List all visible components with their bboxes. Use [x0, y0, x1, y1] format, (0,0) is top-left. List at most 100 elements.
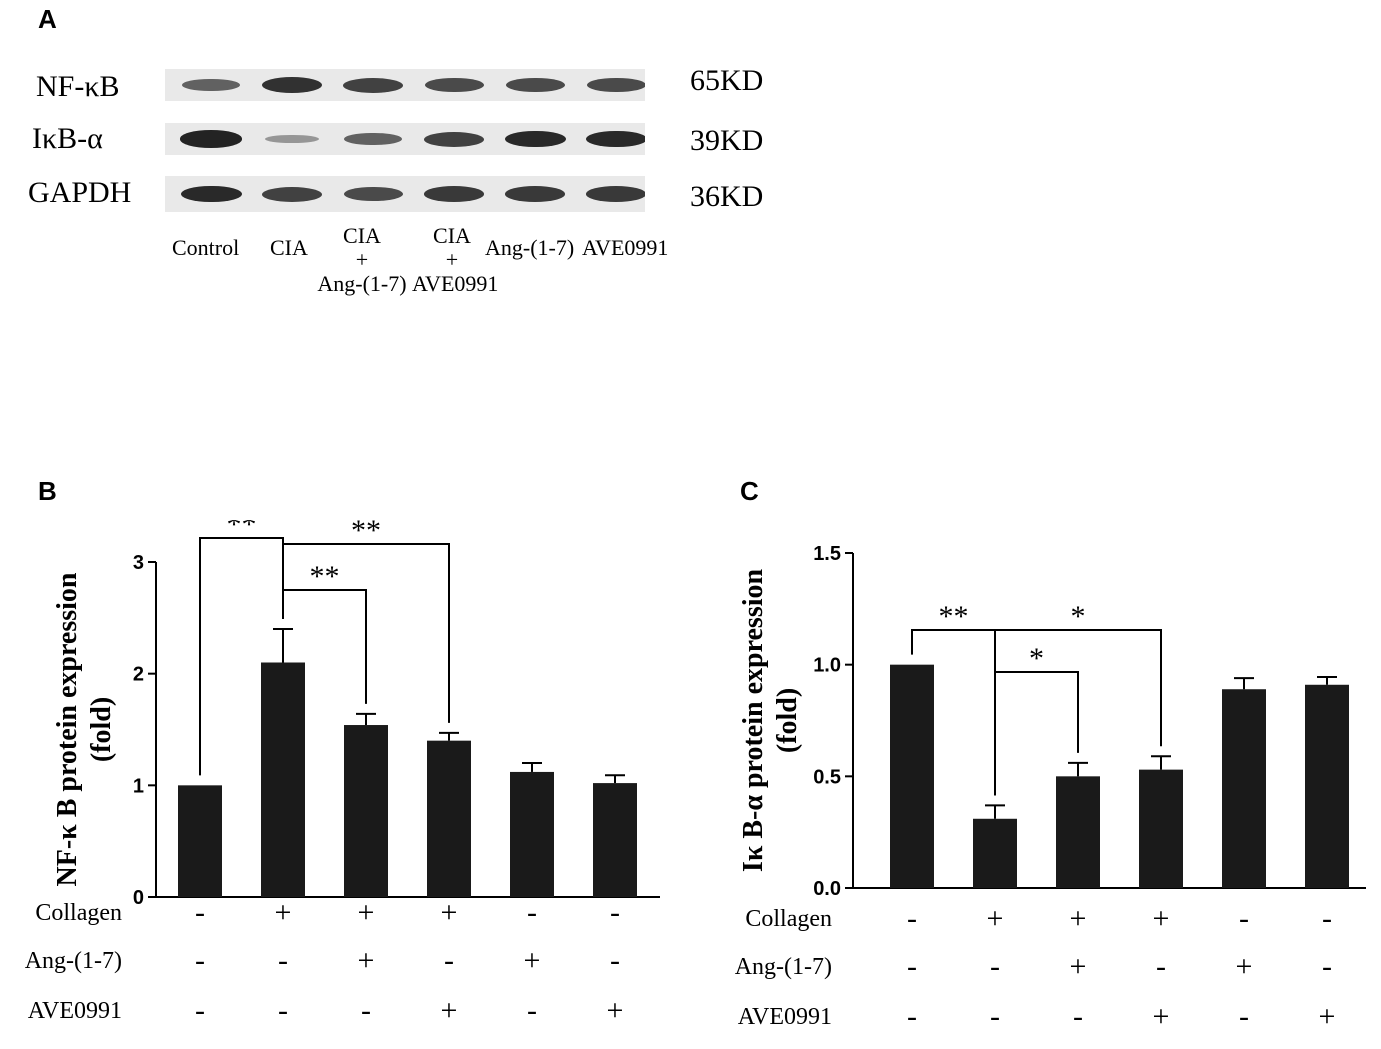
condition-sign: - [195, 944, 205, 977]
condition-sign: - [527, 896, 537, 929]
condition-name: Collagen [745, 906, 832, 932]
condition-sign: + [1319, 1000, 1336, 1033]
blot-band [424, 77, 484, 93]
y-axis-label: NF-κ B protein expression [52, 572, 83, 886]
bar [1222, 689, 1266, 888]
y-tick-label: 0.5 [813, 766, 841, 788]
kd-label-gapdh: 36KD [690, 180, 764, 213]
panel-b-letter: B [38, 476, 57, 506]
condition-sign: - [1239, 902, 1249, 935]
blot-band [180, 185, 242, 203]
blot-band [180, 130, 242, 148]
bar [1139, 769, 1183, 888]
y-axis-label-unit: (fold) [86, 697, 117, 762]
lane-label-ave: AVE0991 [582, 235, 669, 260]
condition-sign: - [1322, 902, 1332, 935]
y-tick-label: 2 [133, 664, 144, 686]
significance-bracket [994, 629, 1162, 796]
western-blot-strip-ikba [165, 123, 645, 155]
y-tick-label: 1.0 [813, 655, 841, 677]
condition-sign: + [1070, 950, 1087, 983]
condition-sign: - [1073, 1000, 1083, 1033]
western-blot-strip-gapdh [165, 176, 645, 212]
significance-label: * [1029, 642, 1044, 675]
condition-sign: - [1156, 950, 1166, 983]
significance-label: ** [227, 520, 257, 541]
lane-label-control: Control [172, 235, 240, 260]
condition-sign: + [607, 994, 624, 1027]
blot-band [343, 186, 403, 202]
bar [890, 664, 934, 888]
blot-band [424, 186, 484, 202]
bar [344, 725, 388, 897]
condition-sign: + [441, 994, 458, 1027]
condition-sign: - [610, 944, 620, 977]
blot-band [344, 132, 402, 146]
condition-sign: - [444, 944, 454, 977]
condition-sign: + [358, 896, 375, 929]
y-tick-label: 0.0 [813, 878, 841, 900]
y-axis-label-unit: (fold) [772, 688, 803, 753]
condition-sign: + [1236, 950, 1253, 983]
condition-sign: - [907, 950, 917, 983]
condition-sign: - [527, 994, 537, 1027]
condition-sign: + [987, 902, 1004, 935]
chart-c-ikba-expression: 0.0 0.5 1.0 1.5 Iκ B-α protein expression (fo… [735, 543, 1366, 1033]
condition-sign: - [907, 1000, 917, 1033]
blot-label-nfkb: NF-κB [36, 70, 120, 103]
blot-band [505, 186, 565, 202]
bar [1056, 776, 1100, 888]
significance-label: * [1071, 600, 1086, 633]
lane-label-cia: CIA [270, 235, 308, 260]
bar [427, 740, 471, 897]
condition-sign: + [1070, 902, 1087, 935]
western-blot-strip-nfkb [165, 69, 645, 101]
bar [1305, 684, 1349, 888]
condition-sign: + [441, 896, 458, 929]
condition-sign: - [1322, 950, 1332, 983]
condition-sign: + [524, 944, 541, 977]
chart-b-nfkb-expression: 0 1 2 3 NF-κ B protein expression (fold) ** ** *… [25, 520, 660, 1027]
condition-sign: - [990, 1000, 1000, 1033]
blot-band [265, 134, 319, 144]
significance-bracket [282, 543, 450, 723]
blot-band [262, 186, 322, 202]
blot-band [182, 78, 240, 92]
lane-label-cia-ave: CIA + AVE0991 [412, 223, 499, 296]
condition-sign: - [990, 950, 1000, 983]
condition-sign: + [1153, 1000, 1170, 1033]
blot-band [343, 77, 403, 93]
blot-band [261, 76, 323, 94]
blot-label-gapdh: GAPDH [28, 176, 132, 209]
blot-band [585, 130, 645, 148]
bar [593, 783, 637, 897]
condition-sign: + [358, 944, 375, 977]
blot-band [505, 77, 565, 93]
panel-a-letter: A [38, 4, 57, 34]
blot-band [586, 186, 645, 202]
condition-sign: - [1239, 1000, 1249, 1033]
condition-name: AVE0991 [28, 998, 122, 1024]
blot-band [504, 130, 566, 148]
condition-sign: - [278, 994, 288, 1027]
significance-label: ** [939, 600, 969, 633]
condition-sign: - [907, 902, 917, 935]
y-tick-label: 0 [133, 887, 144, 909]
lane-label-ang: Ang-(1-7) [485, 235, 575, 260]
significance-label: ** [310, 560, 340, 593]
condition-sign: - [195, 994, 205, 1027]
lane-label-cia-ang: CIA + Ang-(1-7) [317, 223, 407, 296]
significance-label: ** [351, 520, 381, 547]
condition-sign: - [195, 896, 205, 929]
y-tick-label: 1.5 [813, 543, 841, 565]
bar [261, 662, 305, 897]
blot-band [424, 131, 484, 147]
kd-label-ikba: 39KD [690, 124, 764, 157]
y-axis-label: Iκ B-α protein expression [738, 568, 769, 872]
condition-name: Collagen [35, 900, 122, 926]
condition-sign: - [610, 896, 620, 929]
blot-label-ikba: IκB-α [32, 122, 103, 155]
bar [973, 818, 1017, 888]
condition-sign: + [1153, 902, 1170, 935]
kd-label-nfkb: 65KD [690, 64, 764, 97]
